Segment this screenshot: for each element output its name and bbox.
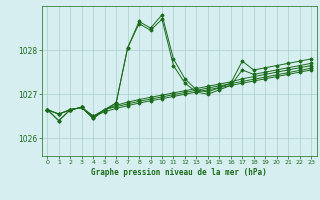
X-axis label: Graphe pression niveau de la mer (hPa): Graphe pression niveau de la mer (hPa): [91, 168, 267, 177]
